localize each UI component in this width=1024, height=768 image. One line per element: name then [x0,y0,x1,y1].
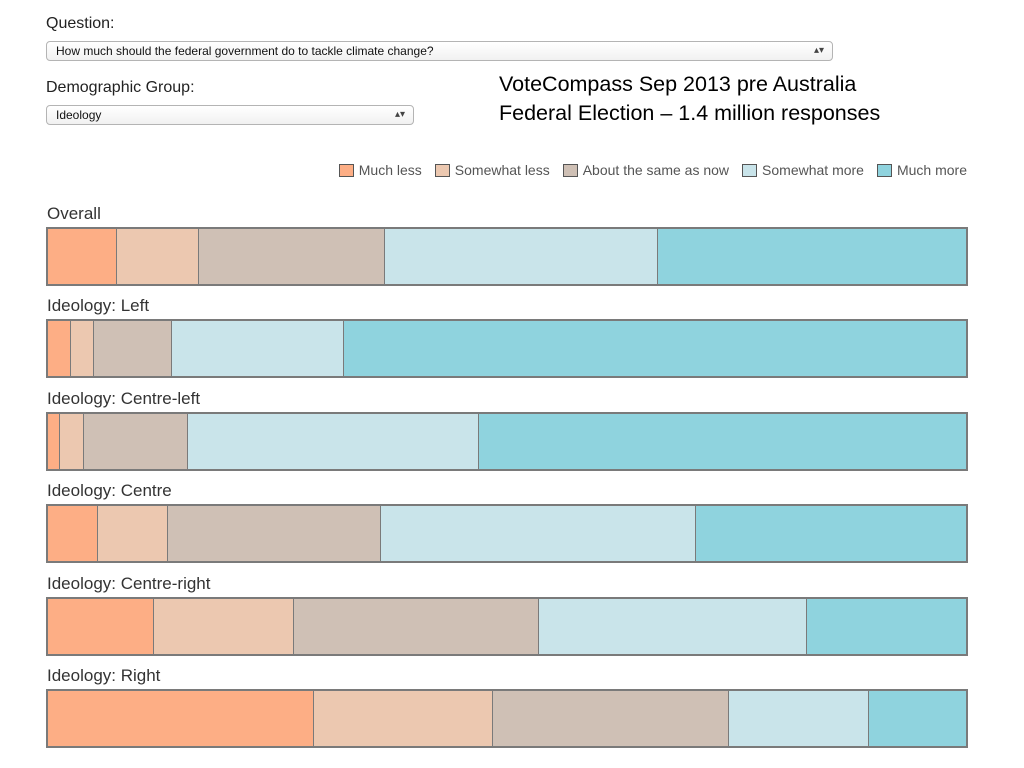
legend-label: Somewhat more [762,162,864,178]
legend-swatch [876,163,892,177]
bar-label-overall: Overall [47,204,101,223]
bar-segment-somewhat-less [314,691,494,746]
bar-segment-about-the-same-as-now [493,691,730,746]
bar-label-ideology-centre-left: Ideology: Centre-left [47,388,201,408]
bar-ideology-centre-right [46,596,968,656]
annotation-note: VoteCompass Sep 2013 pre Australia Feder… [499,70,880,128]
bar-segment-somewhat-less [70,321,94,377]
select-arrows-icon: ▴▾ [813,45,824,56]
legend-item-about-the-same-as-now: About the same as now [562,162,730,178]
bar-segment-about-the-same-as-now [93,321,172,377]
bar-segment-somewhat-more [188,413,479,469]
legend-item-somewhat-less: Somewhat less [434,162,550,178]
bar-ideology-left [46,319,968,379]
legend-label: Much less [358,162,422,178]
annotation-line-2: Federal Election – 1.4 million responses [499,101,881,125]
chart-legend: Much less Somewhat less About the same as … [338,162,967,178]
bar-label-ideology-left: Ideology: Left [47,296,150,316]
bar-segment-much-more [343,321,966,377]
demographic-select[interactable]: Ideology ▴▾ [46,105,414,125]
bar-segment-about-the-same-as-now [294,598,540,654]
legend-label: Much more [896,162,967,178]
legend-swatch [338,163,354,177]
bar-segment-much-less [48,229,117,284]
bar-segment-somewhat-more [171,321,344,377]
bar-overall [46,227,968,286]
legend-item-somewhat-more: Somewhat more [742,162,864,178]
bar-segment-about-the-same-as-now [83,413,189,469]
bar-segment-somewhat-more [381,506,697,562]
bar-segment-much-less [48,321,71,377]
bar-segment-somewhat-less [97,506,169,562]
bar-segment-much-less [48,598,154,654]
bar-segment-somewhat-less [59,413,84,469]
select-arrows-icon: ▴▾ [394,109,405,120]
bar-segment-much-more [657,229,966,284]
bar-segment-much-less [48,691,315,746]
bar-segment-somewhat-less [116,229,199,284]
bar-label-ideology-right: Ideology: Right [47,666,161,685]
question-select[interactable]: How much should the federal government d… [46,41,833,61]
legend-item-much-more: Much more [876,162,967,178]
legend-item-much-less: Much less [338,162,422,178]
demographic-select-value: Ideology [56,108,102,122]
legend-swatch [742,163,758,177]
bar-ideology-centre-left [46,411,968,471]
bar-segment-much-more [696,506,966,562]
bar-ideology-right [46,689,968,748]
legend-swatch [434,163,450,177]
bar-segment-somewhat-more [539,598,808,654]
bar-label-ideology-centre: Ideology: Centre [47,481,172,501]
bar-segment-much-more [807,598,966,654]
demographic-label: Demographic Group: [46,79,195,96]
bar-segment-much-more [868,691,966,746]
bar-ideology-centre [46,504,968,564]
bar-segment-about-the-same-as-now [168,506,382,562]
bar-segment-somewhat-less [153,598,295,654]
legend-label: About the same as now [582,162,730,178]
bar-segment-much-less [48,413,60,469]
bar-segment-much-less [48,506,98,562]
bar-label-ideology-centre-right: Ideology: Centre-right [47,573,211,593]
bar-segment-much-more [478,413,966,469]
question-label: Question: [46,15,115,32]
bar-segment-somewhat-more [729,691,869,746]
bar-segment-somewhat-more [384,229,658,284]
question-select-value: How much should the federal government d… [56,44,434,58]
legend-swatch [562,163,578,177]
annotation-line-1: VoteCompass Sep 2013 pre Australia [499,72,857,96]
bar-segment-about-the-same-as-now [198,229,385,284]
legend-label: Somewhat less [454,162,550,178]
